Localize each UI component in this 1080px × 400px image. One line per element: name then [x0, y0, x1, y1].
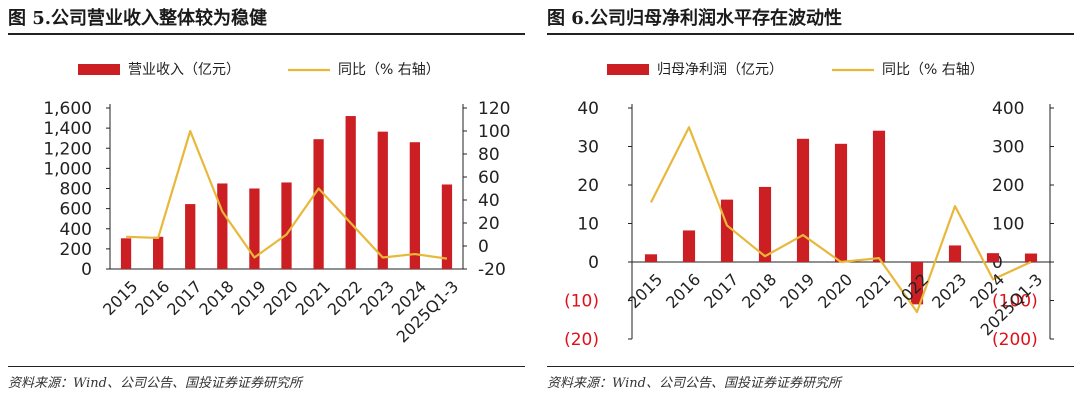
right-tick-label: 0 [478, 237, 489, 257]
left-tick-label: 1,400 [43, 119, 92, 139]
bar-2015 [120, 238, 132, 269]
legend-bar-swatch [78, 64, 120, 75]
bar-2019 [796, 138, 810, 262]
chart-title: 图 5.公司营业收入整体较为稳健 [8, 8, 268, 29]
bar-2023 [948, 245, 962, 262]
bar-2024 [409, 142, 420, 269]
category-label-2017: 2017 [163, 277, 205, 319]
chart-panel-net-profit: 图 6.公司归母净利润水平存在波动性 归母净利润（亿元） 同比（% 右轴） (20)… [547, 0, 1074, 400]
bar-2015 [644, 254, 658, 262]
right-tick-label: 120 [478, 99, 510, 119]
category-label-2023: 2023 [356, 277, 398, 319]
left-tick-label: 1,200 [43, 139, 92, 159]
right-tick-label: -20 [478, 260, 506, 280]
category-label-2017: 2017 [700, 270, 742, 312]
bar-2025Q1-3 [1024, 253, 1038, 262]
left-tick-label: 400 [60, 220, 92, 240]
right-tick-label: 60 [478, 168, 500, 188]
category-label-2015: 2015 [99, 277, 141, 319]
category-label-2021: 2021 [852, 270, 894, 312]
right-tick-label: 40 [478, 191, 500, 211]
category-label-2022: 2022 [324, 277, 366, 319]
legend-line-label: 同比（% 右轴） [338, 62, 440, 78]
category-label-2018: 2018 [738, 270, 780, 312]
chart-title: 图 6.公司归母净利润水平存在波动性 [547, 8, 843, 29]
left-tick-label: 0 [81, 260, 92, 280]
left-tick-label: 600 [60, 200, 92, 220]
category-label-2016: 2016 [131, 277, 173, 319]
bar-2017 [720, 199, 734, 262]
bar-2016 [153, 236, 164, 269]
right-tick-label: 100 [478, 122, 510, 142]
left-tick-label: 0 [588, 253, 599, 273]
bar-2018 [217, 183, 228, 269]
chart-panel-revenue: 图 5.公司营业收入整体较为稳健 营业收入（亿元） 同比（% 右轴） 0 200 400… [8, 0, 525, 400]
left-tick-label: (20) [564, 330, 599, 350]
bar-2017 [185, 204, 196, 269]
legend-bar-swatch [607, 64, 649, 75]
bar-2024 [986, 253, 1000, 262]
right-tick-label: 0 [992, 253, 1003, 273]
left-tick-label: 800 [60, 180, 92, 200]
bar-2025Q1-3 [441, 184, 453, 269]
category-label-2015: 2015 [624, 270, 666, 312]
category-label-2021: 2021 [292, 277, 334, 319]
category-label-2016: 2016 [662, 270, 704, 312]
source-note: 资料来源：Wind、公司公告、国投证券证券研究所 [8, 376, 302, 391]
left-tick-label: 20 [577, 176, 599, 196]
left-tick-label: 1,600 [43, 99, 92, 119]
right-tick-label: 20 [478, 214, 500, 234]
yoy-line [126, 129, 448, 260]
right-tick-label: 300 [992, 138, 1024, 158]
left-tick-label: 30 [577, 138, 599, 158]
bar-2022 [345, 116, 356, 269]
right-tick-label: 400 [992, 99, 1024, 119]
legend-bar-label: 营业收入（亿元） [128, 62, 240, 78]
bar-2022 [910, 262, 924, 305]
yoy-line [650, 126, 1032, 314]
bar-2019 [249, 188, 260, 269]
net-profit-chart: 归母净利润（亿元） 同比（% 右轴） (20) (10) 0 10 20 30 40 (200) (… [564, 61, 1054, 350]
category-label-2018: 2018 [195, 277, 237, 319]
right-tick-label: 100 [992, 215, 1024, 235]
category-label-2019: 2019 [227, 277, 269, 319]
bar-2020 [834, 143, 848, 262]
bar-2023 [377, 131, 388, 269]
right-tick-label: 200 [992, 176, 1024, 196]
left-tick-label: 200 [60, 240, 92, 260]
legend-bar-label: 归母净利润（亿元） [657, 61, 783, 78]
left-tick-label: 10 [577, 215, 599, 235]
bar-2018 [758, 186, 772, 262]
left-tick-label: 1,000 [43, 159, 92, 179]
revenue-chart: 营业收入（亿元） 同比（% 右轴）02004006008001,0001,2001… [43, 62, 510, 346]
title-divider [547, 33, 1074, 35]
bottom-divider [8, 366, 525, 367]
right-tick-label: 80 [478, 145, 500, 165]
left-tick-label: (10) [564, 292, 599, 312]
bar-2021 [872, 130, 886, 262]
category-label-2020: 2020 [814, 270, 856, 312]
bar-2020 [281, 182, 292, 269]
bar-2016 [682, 230, 696, 262]
category-label-2022: 2022 [890, 270, 932, 312]
source-note: 资料来源：Wind、公司公告、国投证券证券研究所 [547, 376, 841, 391]
legend-line-label: 同比（% 右轴） [882, 62, 984, 78]
right-tick-label: (100) [992, 292, 1038, 312]
bottom-divider [547, 366, 1074, 367]
left-tick-label: 40 [577, 99, 599, 119]
category-label-2023: 2023 [928, 270, 970, 312]
title-divider [8, 33, 525, 35]
bar-2021 [313, 139, 324, 269]
right-tick-label: (200) [992, 330, 1038, 350]
category-label-2020: 2020 [260, 277, 302, 319]
category-label-2019: 2019 [776, 270, 818, 312]
